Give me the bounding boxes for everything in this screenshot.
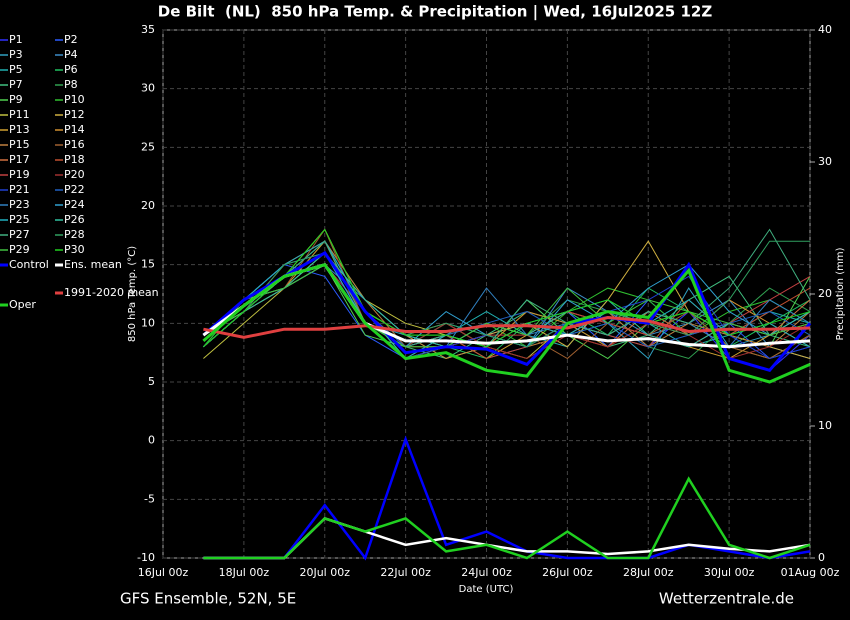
- y-tick-label: 15: [141, 258, 155, 271]
- temp-line: [203, 228, 811, 360]
- legend-label: P6: [64, 63, 78, 76]
- x-tick-label: 26Jul 00z: [542, 566, 593, 579]
- x-tick-label: 24Jul 00z: [461, 566, 512, 579]
- legend-label: P26: [64, 213, 85, 226]
- legend-label: P23: [9, 198, 30, 211]
- legend-label: P2: [64, 33, 78, 46]
- y-tick-label: 35: [141, 23, 155, 36]
- legend-label: P28: [64, 228, 85, 241]
- legend-label: P8: [64, 78, 78, 91]
- legend-label: P7: [9, 78, 23, 91]
- x-tick-label: 18Jul 00z: [219, 566, 270, 579]
- legend-label: P13: [9, 123, 30, 136]
- x-tick-label: 16Jul 00z: [138, 566, 189, 579]
- chart-title: De Bilt (NL) 850 hPa Temp. & Precipitati…: [158, 3, 713, 22]
- legend-label: Oper: [9, 298, 36, 311]
- y2-tick-label: 20: [818, 287, 832, 300]
- y2-tick-label: 30: [818, 155, 832, 168]
- legend-label: P22: [64, 183, 85, 196]
- y-axis-label: 850 hPa Temp. (°C): [127, 246, 138, 342]
- legend-label: P29: [9, 243, 30, 256]
- legend-label: P16: [64, 138, 85, 151]
- precip-line: [203, 435, 811, 561]
- footer-right: Wetterzentrale.de: [659, 590, 794, 608]
- legend-label: P4: [64, 48, 78, 61]
- x-tick-label: 22Jul 00z: [380, 566, 431, 579]
- legend-label: P9: [9, 93, 23, 106]
- legend-label: 1991-2020 mean: [64, 286, 159, 299]
- legend-label: P20: [64, 168, 85, 181]
- x-tick-label: 20Jul 00z: [299, 566, 350, 579]
- precip-line: [203, 476, 811, 560]
- x-axis-label: Date (UTC): [459, 584, 514, 595]
- y2-tick-label: 40: [818, 23, 832, 36]
- x-tick-label: 28Jul 00z: [623, 566, 674, 579]
- y-tick-label: 10: [141, 316, 155, 329]
- legend-label: Ens. mean: [64, 258, 122, 271]
- y-tick-label: 25: [141, 140, 155, 153]
- x-tick-label: 01Aug 00z: [781, 566, 840, 579]
- y-tick-label: 20: [141, 199, 155, 212]
- temp-line: [203, 228, 811, 360]
- legend-label: P15: [9, 138, 30, 151]
- y-tick-label: -5: [144, 492, 155, 505]
- legend-label: P18: [64, 153, 85, 166]
- legend-label: P30: [64, 243, 85, 256]
- legend-label: Control: [9, 258, 49, 271]
- y-tick-label: 5: [148, 375, 155, 388]
- y2-tick-label: 10: [818, 419, 832, 432]
- legend-label: P3: [9, 48, 23, 61]
- legend-label: P25: [9, 213, 30, 226]
- legend-label: P24: [64, 198, 85, 211]
- legend-label: P11: [9, 108, 30, 121]
- legend-label: P12: [64, 108, 85, 121]
- temp-line: [203, 228, 811, 360]
- x-tick-label: 30Jul 00z: [704, 566, 755, 579]
- y-tick-label: 0: [148, 434, 155, 447]
- legend-label: P19: [9, 168, 30, 181]
- legend-label: P17: [9, 153, 30, 166]
- footer-left: GFS Ensemble, 52N, 5E: [120, 590, 296, 608]
- y-tick-label: -10: [137, 551, 155, 564]
- legend-label: P1: [9, 33, 23, 46]
- y2-axis-label: Precipitation (mm): [835, 247, 846, 340]
- legend-label: P21: [9, 183, 30, 196]
- legend-label: P5: [9, 63, 23, 76]
- y-tick-label: 30: [141, 82, 155, 95]
- temp-line: [202, 262, 811, 384]
- temp-line: [203, 315, 811, 339]
- y2-tick-label: 0: [818, 551, 825, 564]
- legend-label: P14: [64, 123, 85, 136]
- legend-label: P27: [9, 228, 30, 241]
- temp-line: [202, 250, 812, 373]
- legend-label: P10: [64, 93, 85, 106]
